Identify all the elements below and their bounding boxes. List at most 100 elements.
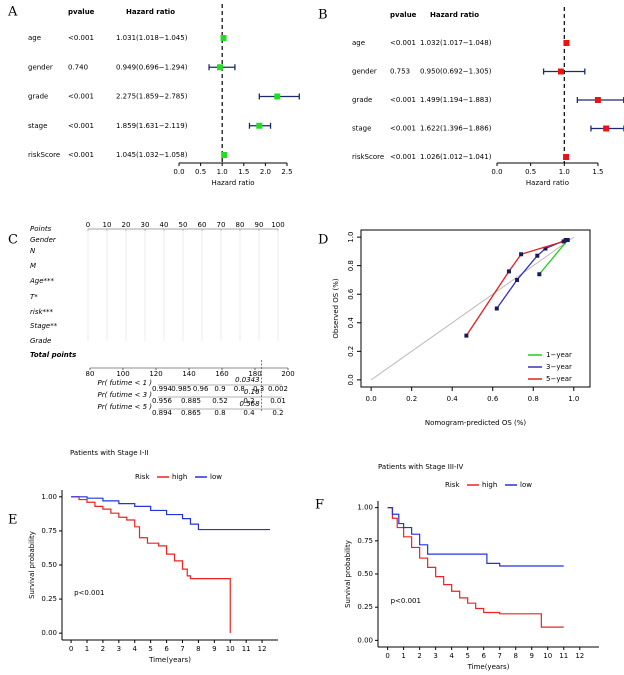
points-tick-label: 10: [103, 221, 112, 229]
p-value: <0.001: [390, 125, 416, 133]
probability-tick-label: 0.894: [152, 409, 173, 417]
y-tick-label: 0.00: [41, 629, 57, 637]
column-header: Hazard ratio: [430, 11, 479, 19]
row-label: riskScore: [28, 151, 60, 159]
points-tick-label: 0: [86, 221, 90, 229]
row-label: T*: [30, 293, 38, 301]
probability-tick-label: 0.4: [243, 409, 255, 417]
survival-curve: [71, 496, 231, 634]
x-tick-label: 0.2: [406, 395, 417, 403]
x-tick-label: 4: [449, 652, 454, 660]
p-value: 0.753: [390, 68, 410, 76]
x-tick-label: 4: [133, 645, 138, 653]
legend-title: Risk: [445, 481, 460, 489]
survival-curve: [387, 507, 564, 567]
points-tick-label: 30: [141, 221, 150, 229]
hazard-ratio-text: 1.045(1.032−1.058): [116, 151, 188, 159]
probability-tick-label: 0.002: [268, 385, 288, 393]
hazard-ratio-text: 0.950(0.692−1.305): [420, 68, 492, 76]
row-label: grade: [28, 93, 48, 101]
row-label: age: [28, 34, 41, 42]
x-tick-label: 0.0: [173, 168, 184, 176]
ideal-line: [370, 236, 575, 381]
x-tick-label: 2.0: [260, 168, 271, 176]
probability-tick-label: 0.3: [253, 385, 264, 393]
probability-tick-label: 0.985: [171, 385, 191, 393]
panel-label: B: [318, 8, 328, 23]
hazard-ratio-marker: [216, 64, 223, 71]
hazard-ratio-marker: [256, 122, 263, 129]
x-tick-label: 9: [212, 645, 216, 653]
x-tick-label: 1: [401, 652, 405, 660]
total-points-tick-label: 140: [182, 370, 195, 378]
probability-label: Pr( futime < 5 ): [98, 403, 153, 411]
p-value: <0.001: [68, 93, 94, 101]
x-tick-label: 1.0: [559, 168, 570, 176]
panel-label: A: [7, 5, 18, 20]
hazard-ratio-text: 2.275(1.859−2.785): [116, 93, 188, 101]
total-points-tick-label: 120: [149, 370, 162, 378]
panel-label: F: [315, 498, 324, 513]
panel-label: E: [8, 513, 18, 528]
probability-tick-label: 0.9: [214, 385, 225, 393]
x-tick-label: 0.6: [487, 395, 499, 403]
y-tick-label: 0.00: [357, 636, 373, 644]
p-value-annotation: p<0.001: [74, 589, 104, 597]
row-label: Gender: [30, 236, 57, 244]
probability-tick-label: 0.885: [181, 397, 201, 405]
legend-title: Risk: [135, 473, 150, 481]
points-tick-label: 90: [255, 221, 264, 229]
row-label: Age***: [29, 277, 55, 285]
hazard-ratio-text: 1.499(1.194−1.883): [420, 96, 492, 104]
x-tick-label: 2: [417, 652, 421, 660]
y-tick-label: 0.25: [41, 595, 57, 603]
row-label: M: [30, 262, 36, 270]
x-tick-label: 1.5: [238, 168, 249, 176]
points-tick-label: 60: [198, 221, 207, 229]
row-label: stage: [28, 122, 47, 130]
plot-frame: [360, 229, 591, 388]
probability-label: Pr( futime < 3 ): [98, 391, 153, 399]
chart-title: Patients with Stage I-II: [70, 449, 149, 457]
x-tick-label: 5: [148, 645, 152, 653]
column-header: pvalue: [390, 11, 417, 19]
x-tick-label: 10: [226, 645, 235, 653]
x-tick-label: 2: [101, 645, 105, 653]
column-header: Hazard ratio: [126, 8, 175, 16]
y-tick-label: 0.75: [41, 527, 57, 535]
total-points-tick-label: 160: [215, 370, 228, 378]
y-tick-label: 0.50: [357, 570, 373, 578]
points-tick-label: 40: [160, 221, 169, 229]
legend-label: high: [482, 481, 497, 489]
x-tick-label: 6: [481, 652, 486, 660]
y-tick-label: 0.4: [347, 317, 355, 329]
calibration-point: [519, 252, 524, 257]
row-label: Grade: [30, 337, 51, 345]
x-tick-label: 11: [559, 652, 568, 660]
x-tick-label: 1.0: [568, 395, 579, 403]
probability-tick-label: 0.956: [152, 397, 173, 405]
x-tick-label: 12: [258, 645, 267, 653]
x-tick-label: 9: [530, 652, 534, 660]
calibration-point: [535, 253, 540, 258]
points-tick-label: 50: [179, 221, 188, 229]
y-axis-title: Survival probability: [344, 540, 352, 608]
p-value: 0.740: [68, 63, 88, 71]
row-label: Stage**: [30, 322, 58, 330]
y-tick-label: 1.00: [41, 493, 57, 501]
x-tick-label: 12: [575, 652, 584, 660]
y-tick-label: 0.50: [41, 561, 57, 569]
x-tick-label: 2.5: [281, 168, 292, 176]
p-value: <0.001: [68, 151, 94, 159]
x-tick-label: 1.0: [217, 168, 228, 176]
x-tick-label: 0.4: [447, 395, 459, 403]
points-tick-label: 70: [217, 221, 226, 229]
probability-tick-label: 0.01: [270, 397, 286, 405]
probability-tick-label: 0.52: [212, 397, 228, 405]
total-points-tick-label: 100: [116, 370, 129, 378]
legend-label: 3−year: [546, 363, 572, 371]
x-tick-label: 1.5: [592, 168, 603, 176]
p-value-annotation: p<0.001: [391, 597, 421, 605]
